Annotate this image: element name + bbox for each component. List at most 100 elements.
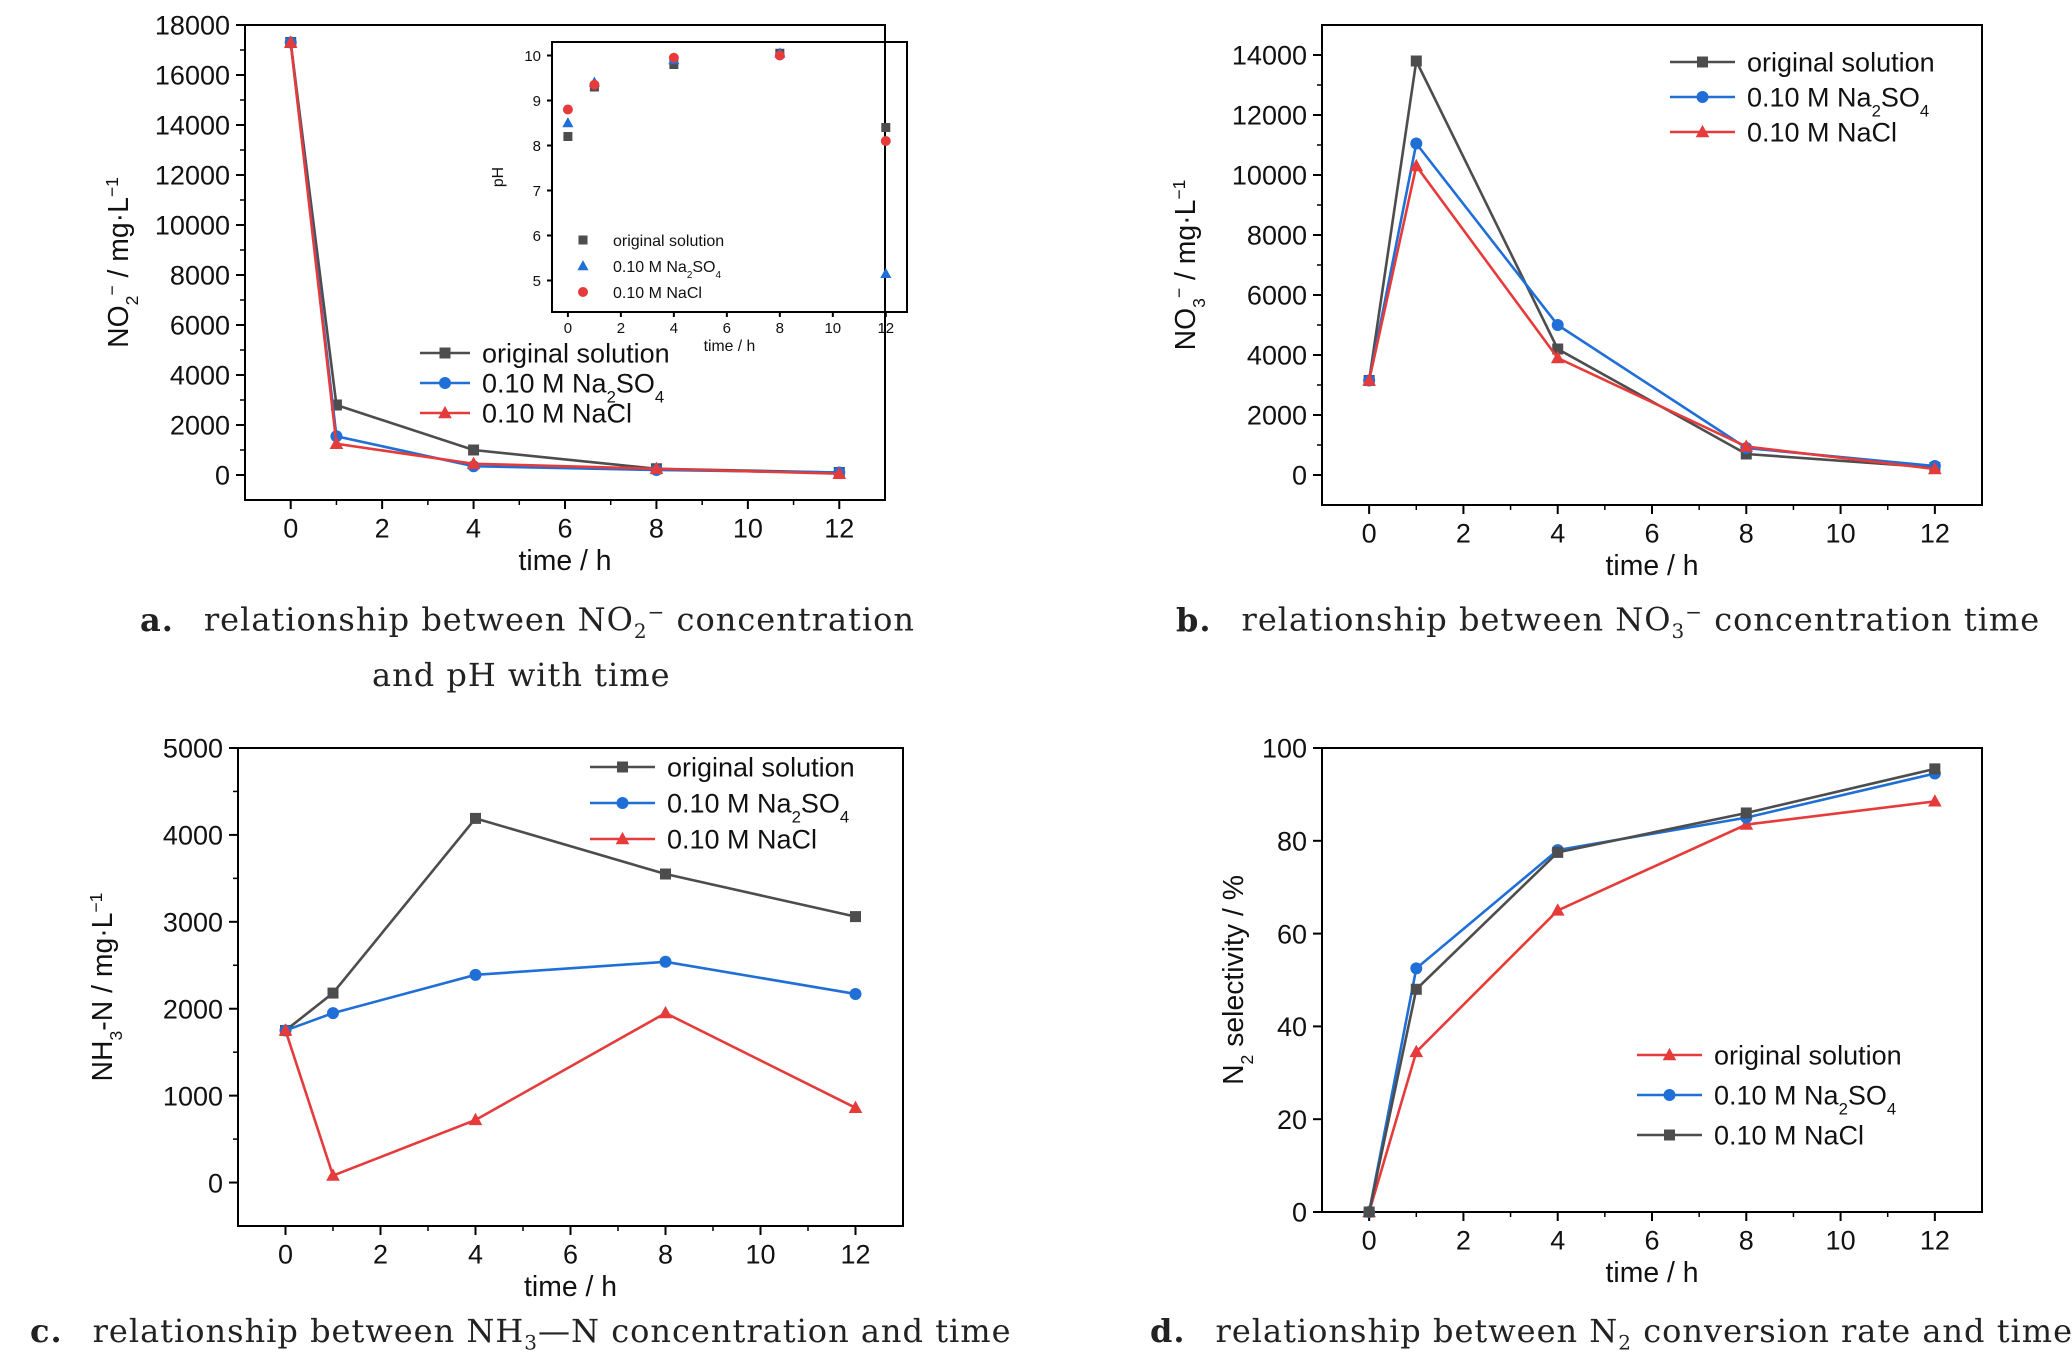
chart-c-legend-marker	[617, 761, 628, 773]
caption-c: c. relationship between NH3—N concentrati…	[30, 1312, 1012, 1354]
chart-a-xlabel: time / h	[519, 545, 612, 577]
chart-d-svg: 0 2 4 6 8 10 12 0 20 40 60 80 100 time / h N2 selectiv…	[1218, 734, 1983, 1289]
chart-a-series-0-10-m-nacl-point	[466, 456, 481, 469]
chart-a-inset-ytick-label: 7	[533, 183, 541, 200]
chart-c-series-0-10-m-na-so-point	[849, 987, 862, 1000]
chart-a-inset-frame	[551, 41, 908, 313]
chart-c-series-0-10-m-nacl	[278, 1005, 863, 1181]
chart-c-ylabel: NH3-N / mg·L−1	[86, 893, 126, 1082]
chart-c-xtick-label: 12	[840, 1239, 870, 1269]
chart-b-series-0-10-m-na-so-line	[1367, 140, 1935, 468]
chart-d-series-0-10-m-nacl-point	[1740, 807, 1752, 819]
chart-b-ytick-label: 6000	[1247, 281, 1307, 311]
chart-a-inset-xtick-label: 8	[776, 320, 784, 337]
chart-a-xtick-label: 2	[375, 513, 390, 543]
chart-c-series-0-10-m-nacl-point	[848, 1100, 863, 1114]
chart-a-ytick-label: 0	[215, 461, 230, 491]
chart-a-inset-ylabel: pH	[490, 167, 507, 187]
chart-b-legend-marker	[1696, 91, 1709, 103]
caption-a-sup: −	[647, 600, 666, 624]
chart-b-xtick-label: 6	[1644, 518, 1659, 548]
chart-d-xtick-label: 0	[1362, 1225, 1377, 1255]
chart-a-inset-legend-marker	[578, 235, 588, 245]
chart-d-xlabel: time / h	[1606, 1257, 1699, 1289]
chart-a-ytick-label: 12000	[155, 161, 230, 191]
chart-a-inset-legend: original solution 0.10 M Na2SO4 0.10 M NaC…	[577, 233, 724, 302]
chart-b-xtick-label: 2	[1456, 518, 1471, 548]
chart-b-svg: 0 2 4 6 8 10 12 0 2000 4000 6000 8000 10000 12000 1400…	[1169, 24, 1983, 582]
chart-a-inset-legend-label: 0.10 M Na2SO4	[613, 259, 721, 281]
chart-c-legend-label: original solution	[667, 753, 855, 783]
chart-a-inset-ytick-label: 9	[533, 93, 541, 110]
chart-d-xtick-label: 8	[1739, 1225, 1754, 1255]
chart-b-series-original-solution-point	[1410, 55, 1422, 67]
chart-b-series-0-10-m-na-so-point	[1551, 319, 1564, 331]
chart-d-plot: 0 2 4 6 8 10 12 0 20 40 60 80 100 time / h N2 selectiv…	[1218, 734, 1983, 1289]
chart-a-inset-ytick-label: 5	[533, 273, 541, 290]
chart-b-series-0-10-m-nacl-line	[1367, 162, 1936, 471]
chart-c-legend-marker	[615, 831, 630, 845]
caption-a-line2: and pH with time	[372, 656, 671, 694]
caption-d-letter: d.	[1150, 1312, 1186, 1350]
chart-c-ytick-label: 3000	[163, 908, 223, 938]
caption-c-letter: c.	[30, 1312, 63, 1350]
chart-a-inset-series-0-10-m-nacl	[562, 50, 891, 146]
chart-a-xtick-label: 8	[649, 513, 664, 543]
chart-a-legend-marker	[438, 405, 452, 419]
chart-c-series-0-10-m-na-so-point	[469, 968, 482, 981]
chart-c-series-0-10-m-na-so-point	[659, 955, 672, 968]
chart-c-series-original-solution-point	[327, 987, 339, 999]
chart-b-ylabel: NO3− / mg·L−1	[1169, 180, 1209, 351]
chart-b-legend-label: 0.10 M NaCl	[1747, 118, 1897, 148]
chart-a-series-0-10-m-nacl-point	[283, 35, 298, 48]
chart-b-xtick-label: 12	[1920, 518, 1950, 548]
chart-c-xtick-label: 8	[658, 1239, 673, 1269]
chart-c-xtick-label: 2	[373, 1239, 388, 1269]
chart-a-xtick-label: 4	[466, 513, 481, 543]
chart-a-inset-legend-label: original solution	[613, 233, 724, 250]
chart-a-inset-xtick-label: 0	[564, 320, 572, 337]
chart-a-inset-legend-label: 0.10 M NaCl	[613, 285, 702, 302]
chart-d-legend-marker	[1662, 1047, 1677, 1061]
chart-a-inset-xtick-label: 2	[617, 320, 625, 337]
chart-c-series-original-solution-point	[470, 812, 481, 824]
chart-b-series-0-10-m-nacl-point	[1739, 439, 1754, 452]
chart-d-xtick-label: 4	[1550, 1225, 1565, 1255]
chart-d-series-original-solution-point	[1928, 794, 1942, 807]
chart-a-inset-xtick-label: 4	[670, 320, 678, 337]
chart-a-inset-ytick-label: 10	[524, 48, 541, 65]
chart-c-ytick-label: 1000	[163, 1081, 223, 1111]
chart-a-inset-series-0-10-m-nacl-point	[562, 104, 573, 115]
chart-a-inset-plot: 0 2 4 6 8 10 12 5 6 7 8 9 10 time / h pH original solut…	[490, 41, 908, 355]
chart-a-ytick-label: 18000	[155, 11, 230, 41]
chart-a-series-0-10-m-nacl	[283, 35, 847, 479]
chart-b-ytick-label: 10000	[1232, 161, 1307, 191]
chart-a-ytick-label: 6000	[170, 311, 230, 341]
chart-c-plot: 0 2 4 6 8 10 12 0 1000 2000 3000 4000 5000 time / h NH…	[86, 734, 904, 1303]
chart-b-series-0-10-m-na-so-point	[1410, 137, 1423, 150]
chart-c-ytick-label: 0	[208, 1168, 223, 1198]
caption-a-letter: a.	[140, 600, 174, 639]
chart-b-xtick-label: 8	[1739, 518, 1754, 548]
chart-b-ytick-label: 8000	[1247, 221, 1307, 251]
chart-d-series-0-10-m-nacl	[1363, 763, 1941, 1218]
caption-d-text-post: conversion rate and time	[1632, 1312, 2072, 1350]
chart-b-xtick-label: 0	[1362, 518, 1377, 548]
chart-b-ytick-label: 4000	[1247, 341, 1307, 371]
caption-c-text-post: —N concentration and time	[538, 1312, 1012, 1350]
chart-b-plot: 0 2 4 6 8 10 12 0 2000 4000 6000 8000 10000 12000 1400…	[1169, 24, 1983, 582]
chart-a-inset-series-0-10-m-nacl-point	[774, 50, 785, 61]
chart-a-ytick-label: 10000	[155, 211, 230, 241]
chart-a-inset-legend-marker	[578, 287, 588, 297]
chart-b-series-0-10-m-nacl-point	[1362, 373, 1376, 386]
chart-c-xtick-label: 0	[278, 1239, 293, 1269]
caption-b-sub: 3	[1671, 619, 1686, 644]
chart-a-inset-series-original-solution-point	[563, 132, 573, 141]
chart-c-xtick-label: 4	[468, 1239, 483, 1269]
chart-c-series-0-10-m-nacl-line	[284, 1011, 857, 1178]
chart-a-legend-label: 0.10 M NaCl	[482, 399, 632, 429]
chart-a-xtick-label: 12	[824, 513, 854, 543]
chart-a-inset-series-original-solution-point	[881, 123, 891, 132]
chart-d-legend-label: 0.10 M NaCl	[1714, 1121, 1864, 1151]
